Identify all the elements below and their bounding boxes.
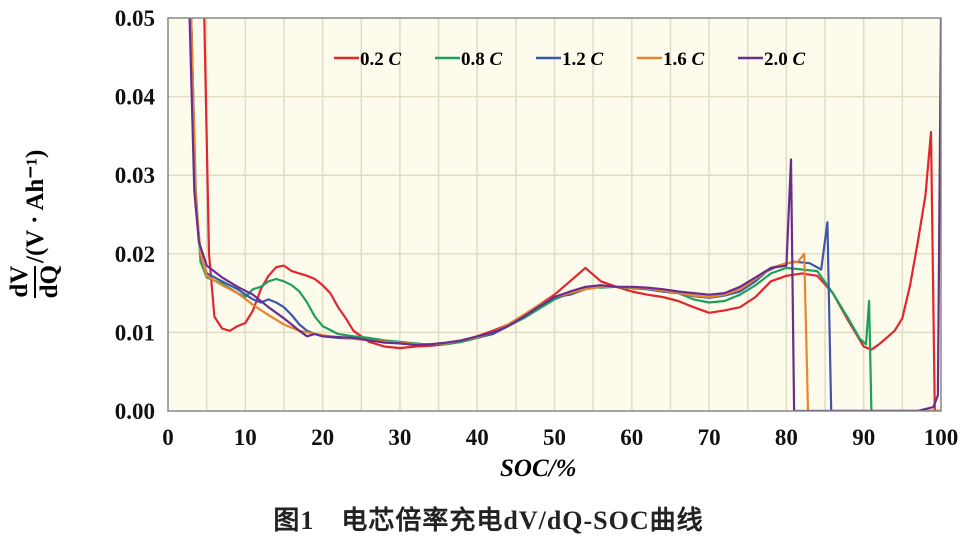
y-axis-label: dV dQ /(V · Ah⁻¹) [6, 94, 64, 354]
legend-label: 2.0 C [764, 49, 806, 70]
x-tick-label: 20 [311, 425, 334, 450]
x-tick-label: 50 [543, 425, 566, 450]
y-tick-label: 0.03 [115, 163, 155, 188]
y-label-denominator: dQ [36, 264, 63, 299]
x-tick-label: 30 [388, 425, 411, 450]
y-tick-label: 0.00 [115, 399, 155, 424]
x-tick-label: 60 [620, 425, 643, 450]
legend-label: 1.2 C [562, 49, 604, 70]
y-label-unit: /(V · Ah⁻¹) [22, 149, 49, 263]
x-tick-label: 90 [852, 425, 875, 450]
x-tick-label: 40 [466, 425, 489, 450]
y-tick-label: 0.01 [115, 320, 155, 345]
y-tick-label: 0.05 [115, 6, 155, 31]
chart: 0 10 20 30 40 50 60 70 80 90 100 0.00 0.01 0.02 0.03 0.… [115, 6, 959, 450]
y-tick-label: 0.02 [115, 242, 155, 267]
series-line-1-6C [190, 18, 941, 411]
y-tick-label: 0.04 [115, 85, 156, 110]
x-tick-label: 100 [924, 425, 959, 450]
x-tick-label: 80 [775, 425, 798, 450]
legend-label: 0.8 C [461, 49, 503, 70]
x-tick-label: 10 [234, 425, 257, 450]
legend-label: 1.6 C [663, 49, 705, 70]
series-line-2-0C [188, 18, 941, 411]
plot-frame [167, 17, 942, 412]
x-axis-label: SOC/% [500, 455, 577, 482]
x-tick-label: 70 [698, 425, 721, 450]
y-label-numerator: dV [6, 265, 36, 298]
legend-label: 0.2 C [360, 49, 402, 70]
figure-caption: 图1 电芯倍率充电dV/dQ-SOC曲线 [273, 506, 704, 535]
x-tick-label: 0 [162, 425, 174, 450]
